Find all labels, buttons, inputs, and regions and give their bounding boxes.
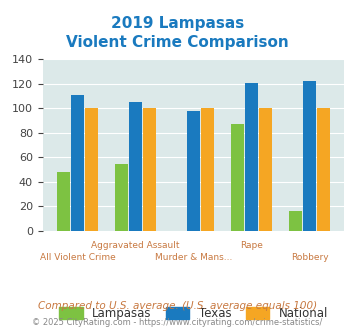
Text: 2019 Lampasas: 2019 Lampasas: [111, 16, 244, 31]
Bar: [129, 102, 142, 231]
Text: © 2025 CityRating.com - https://www.cityrating.com/crime-statistics/: © 2025 CityRating.com - https://www.city…: [32, 318, 323, 327]
Bar: [71, 95, 84, 231]
Bar: [317, 109, 330, 231]
Bar: [115, 164, 128, 231]
Bar: [289, 212, 302, 231]
Text: Violent Crime Comparison: Violent Crime Comparison: [66, 35, 289, 50]
Bar: [57, 172, 70, 231]
Text: Robbery: Robbery: [291, 253, 328, 262]
Bar: [231, 124, 244, 231]
Text: Compared to U.S. average. (U.S. average equals 100): Compared to U.S. average. (U.S. average …: [38, 301, 317, 311]
Legend: Lampasas, Texas, National: Lampasas, Texas, National: [54, 302, 333, 325]
Bar: [85, 109, 98, 231]
Text: All Violent Crime: All Violent Crime: [39, 253, 115, 262]
Text: Murder & Mans...: Murder & Mans...: [155, 253, 232, 262]
Bar: [187, 111, 200, 231]
Bar: [245, 83, 258, 231]
Bar: [259, 109, 272, 231]
Text: Aggravated Assault: Aggravated Assault: [91, 241, 180, 250]
Bar: [201, 109, 214, 231]
Text: Rape: Rape: [240, 241, 263, 250]
Bar: [303, 82, 316, 231]
Bar: [143, 109, 156, 231]
